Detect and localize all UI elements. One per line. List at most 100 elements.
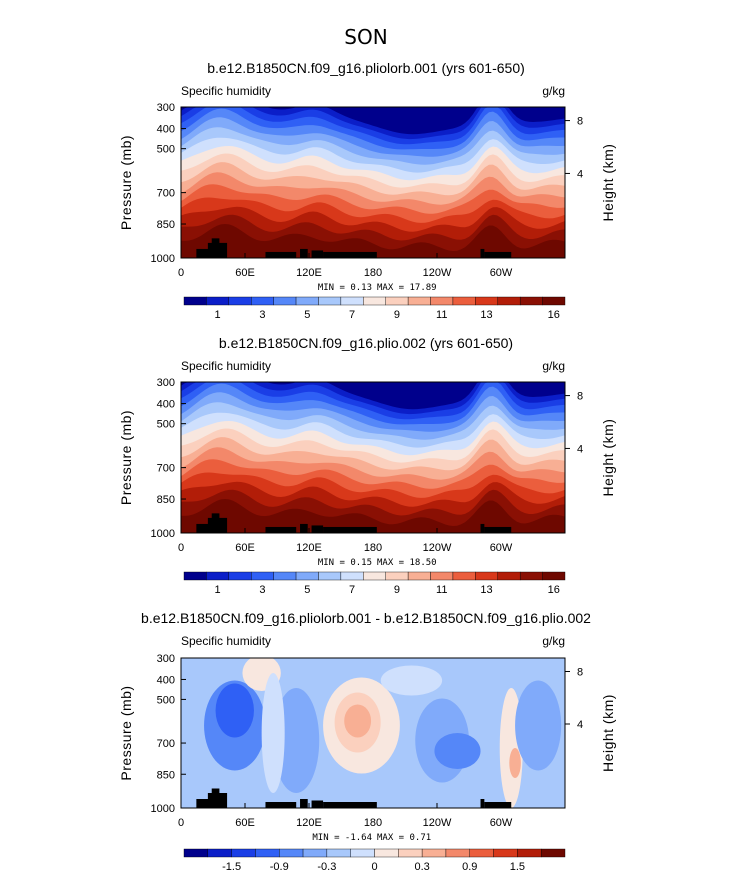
colorbar-label: 5	[304, 309, 310, 321]
y-tick-label: 1000	[151, 253, 175, 265]
y-tick-label: 300	[157, 653, 175, 665]
terrain-mask	[300, 799, 308, 808]
y-tick-label: 500	[157, 144, 175, 156]
terrain-mask	[484, 251, 512, 258]
colorbar-swatch	[273, 571, 297, 581]
terrain-mask	[211, 788, 220, 808]
terrain-mask	[323, 526, 377, 533]
colorbar-swatch	[517, 848, 542, 858]
x-tick-label: 0	[178, 267, 184, 279]
colorbar-swatch	[340, 296, 364, 306]
terrain-mask	[484, 526, 512, 533]
y-right-tick-label: 8	[577, 116, 583, 128]
colorbar-swatch	[385, 571, 409, 581]
x-tick-label: 180	[364, 267, 382, 279]
colorbar-swatch	[206, 571, 230, 581]
contour-band	[181, 499, 565, 533]
colorbar-swatch	[385, 296, 409, 306]
colorbar-swatch	[251, 571, 274, 581]
colorbar-label: 3	[259, 309, 265, 321]
colorbar-label: 16	[548, 584, 560, 596]
x-tick-label: 120E	[296, 267, 322, 279]
colorbar-swatch	[318, 571, 342, 581]
colorbar-swatch	[407, 296, 431, 306]
colorbar-label: 0.9	[462, 861, 477, 873]
field	[181, 658, 565, 808]
colorbar-label: -0.3	[317, 861, 336, 873]
variable-label: Specific humidity	[181, 84, 271, 98]
colorbar-swatch	[519, 296, 543, 306]
min-value: MIN = -1.64	[312, 833, 372, 843]
terrain-mask	[311, 800, 324, 808]
colorbar-swatch	[279, 848, 304, 858]
x-tick-label: 60W	[490, 542, 513, 554]
min-value: MIN = 0.13	[318, 283, 372, 293]
panel-2: b.e12.B1850CN.f09_g16.plio.002 (yrs 601-…	[118, 335, 616, 596]
colorbar-swatch	[374, 848, 399, 858]
terrain-mask	[219, 244, 224, 258]
contour-region	[273, 688, 320, 793]
colorbar-swatch	[398, 848, 423, 858]
colorbar-swatch	[207, 848, 232, 858]
terrain-mask	[480, 248, 485, 258]
y-tick-label: 700	[157, 738, 175, 750]
x-tick-label: 180	[364, 817, 382, 829]
colorbar-swatch	[430, 296, 454, 306]
max-value: MAX = 0.71	[377, 833, 431, 843]
colorbar-swatch	[295, 296, 319, 306]
colorbar-swatch	[493, 848, 518, 858]
colorbar-label: 11	[436, 584, 447, 596]
colorbar-label: 0	[371, 861, 377, 873]
colorbar-swatch	[206, 296, 230, 306]
y-axis-label: Pressure (mb)	[118, 410, 134, 505]
contour-band	[181, 224, 565, 258]
y-right-tick-label: 4	[577, 168, 583, 180]
units-label: g/kg	[542, 359, 565, 373]
y-tick-label: 400	[157, 124, 175, 136]
field	[181, 107, 565, 258]
colorbar-swatch	[469, 848, 494, 858]
colorbar-label: -1.5	[222, 861, 241, 873]
colorbar-label: 5	[304, 584, 310, 596]
y-tick-label: 700	[157, 188, 175, 200]
terrain-mask	[265, 526, 297, 533]
colorbar-swatch	[475, 571, 498, 581]
panel-title: b.e12.B1850CN.f09_g16.pliolorb.001 (yrs …	[207, 60, 525, 76]
x-tick-label: 0	[178, 817, 184, 829]
y-tick-label: 400	[157, 399, 175, 411]
colorbar-label: 7	[349, 584, 355, 596]
terrain-mask	[265, 251, 297, 258]
colorbar-swatch	[350, 848, 375, 858]
y-right-tick-label: 4	[577, 443, 583, 455]
colorbar-swatch	[318, 296, 342, 306]
colorbar-swatch	[340, 571, 364, 581]
colorbar-swatch	[497, 571, 521, 581]
x-tick-label: 60W	[490, 817, 513, 829]
units-label: g/kg	[542, 634, 565, 648]
x-tick-label: 120E	[296, 542, 322, 554]
x-tick-label: 120E	[296, 817, 322, 829]
x-tick-label: 60E	[235, 267, 255, 279]
y-tick-label: 300	[157, 102, 175, 114]
colorbar-label: 3	[259, 584, 265, 596]
colorbar-label: 16	[548, 309, 560, 321]
terrain-mask	[196, 799, 212, 808]
colorbar-swatch	[302, 848, 328, 858]
terrain-mask	[211, 238, 220, 258]
terrain-mask	[300, 523, 308, 533]
colorbar-label: 9	[394, 584, 400, 596]
terrain-mask	[196, 523, 212, 533]
y-tick-label: 1000	[151, 803, 175, 815]
contour-region	[380, 665, 443, 696]
terrain-mask	[323, 251, 377, 258]
colorbar-label: 13	[480, 309, 492, 321]
panel-title: b.e12.B1850CN.f09_g16.pliolorb.001 - b.e…	[141, 610, 591, 626]
x-tick-label: 120W	[423, 542, 452, 554]
colorbar-swatch	[452, 296, 476, 306]
y-axis-label: Pressure (mb)	[118, 685, 134, 780]
colorbar-label: 9	[394, 309, 400, 321]
colorbar-label: -0.9	[270, 861, 289, 873]
colorbar-swatch	[540, 848, 566, 858]
terrain-mask	[323, 802, 377, 808]
